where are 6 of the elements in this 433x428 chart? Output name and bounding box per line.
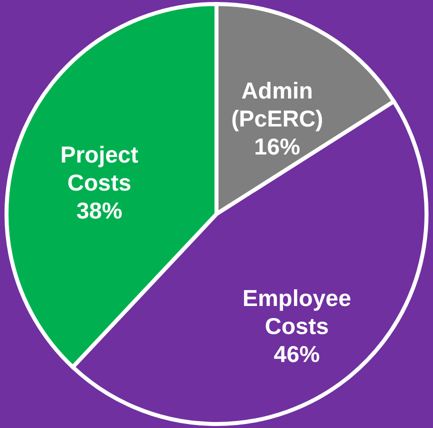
slice-label: Admin (PcERC) xyxy=(231,78,324,132)
slice-label: Project Costs xyxy=(60,142,139,196)
data-label: 46% xyxy=(274,341,320,368)
data-label: 38% xyxy=(76,198,122,224)
slice-label: Employee Costs xyxy=(242,285,352,340)
data-label: 16% xyxy=(254,134,300,160)
